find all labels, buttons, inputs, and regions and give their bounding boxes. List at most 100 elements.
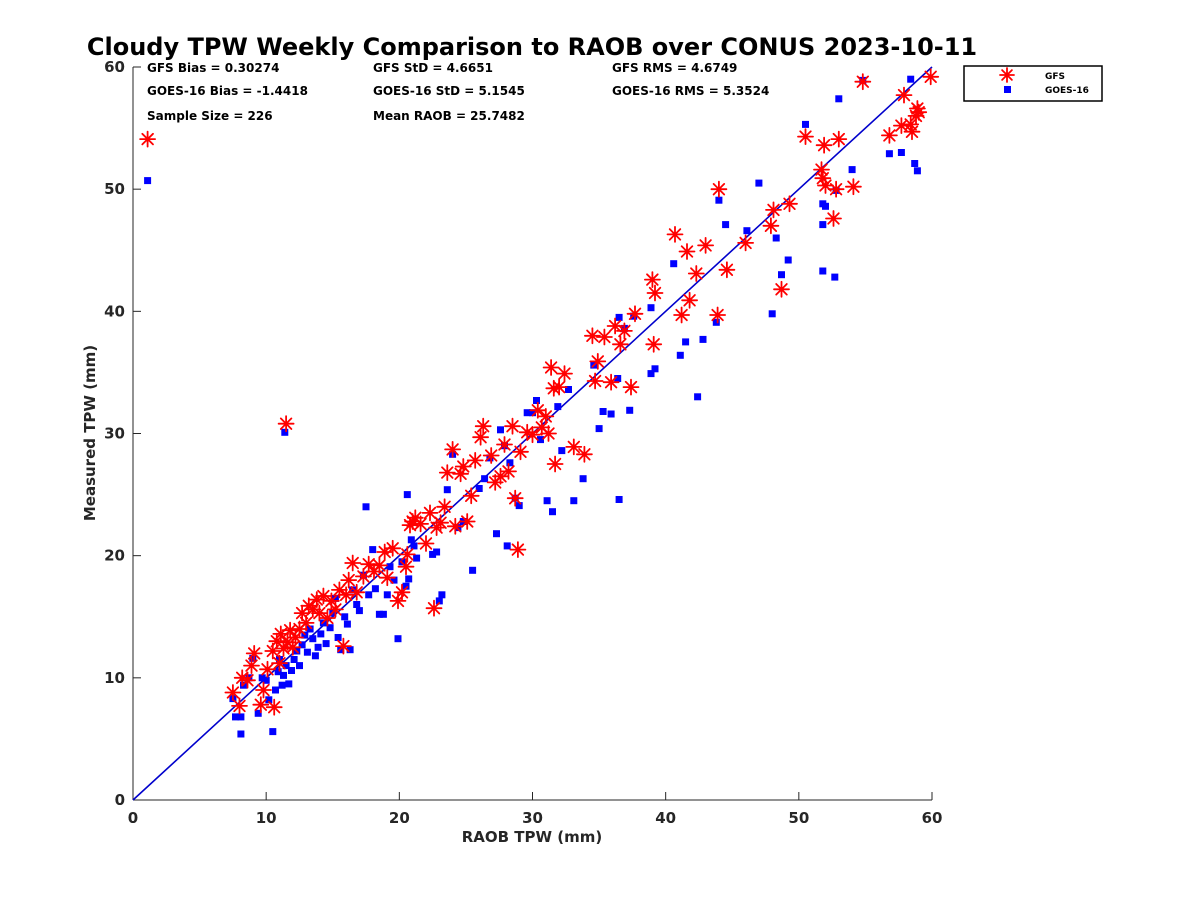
goes-point — [334, 634, 342, 641]
goes-point — [475, 485, 483, 492]
goes-point — [768, 310, 776, 318]
goes-point — [314, 643, 322, 651]
goes-point — [497, 426, 504, 434]
gfs-point — [903, 123, 921, 141]
gfs-point — [376, 543, 394, 561]
goes-point — [599, 408, 607, 415]
gfs-point — [718, 261, 736, 279]
goes-point — [670, 260, 678, 268]
gfs-point — [556, 365, 573, 382]
goes-point — [281, 428, 289, 436]
gfs-point — [231, 697, 248, 715]
gfs-point — [814, 169, 832, 187]
goes-point — [699, 335, 707, 343]
stats-block: GFS Bias = 0.30274 GOES-16 Bias = -1.441… — [147, 61, 769, 123]
gfs-point — [425, 599, 443, 617]
goes-point — [469, 566, 477, 574]
goes-point — [615, 313, 623, 321]
gfs-point — [284, 638, 302, 656]
gfs-point — [466, 452, 484, 469]
goes-point — [254, 709, 262, 717]
gfs-point — [533, 419, 551, 436]
goes-point — [911, 160, 919, 167]
gfs-point — [304, 601, 322, 618]
gfs-point — [297, 614, 315, 632]
goes-point — [554, 403, 562, 411]
legend-gfs-asterisk — [999, 67, 1015, 83]
y-tick-label: 40 — [104, 302, 125, 320]
goes-point — [326, 624, 334, 632]
goes-point — [258, 674, 266, 682]
goes-point — [885, 150, 893, 158]
gfs-point — [697, 237, 714, 254]
goes-point — [296, 662, 303, 670]
chart-title: Cloudy TPW Weekly Comparison to RAOB ove… — [87, 33, 977, 61]
gfs-point — [512, 443, 529, 461]
goes-point — [615, 496, 623, 503]
gfs-point — [902, 116, 920, 133]
gfs-point — [518, 423, 536, 441]
gfs-point — [817, 177, 834, 194]
gfs-point — [645, 335, 663, 353]
goes-point — [897, 149, 905, 156]
y-tick-label: 30 — [104, 425, 125, 443]
goes-point — [269, 728, 277, 736]
goes-point — [819, 267, 827, 275]
goes-point — [435, 597, 443, 605]
gfs-point — [825, 210, 842, 227]
gfs-point — [895, 86, 913, 104]
stat-gfs-std: GFS StD = 4.6651 — [373, 61, 493, 75]
goes-point — [676, 351, 684, 359]
goes-point — [306, 625, 314, 633]
gfs-point — [291, 620, 308, 638]
goes-point — [626, 406, 634, 414]
goes-point — [309, 635, 317, 643]
stat-sample-size: Sample Size = 226 — [147, 109, 273, 123]
goes-point — [341, 613, 349, 621]
goes-point — [237, 713, 245, 721]
gfs-point — [233, 669, 251, 687]
goes-point — [506, 459, 514, 467]
gfs-point — [398, 546, 416, 563]
goes-point — [848, 166, 856, 174]
legend-label-goes: GOES-16 — [1045, 86, 1089, 96]
gfs-point — [813, 161, 830, 178]
gfs-point — [565, 438, 583, 456]
goes-point — [579, 475, 587, 483]
gfs-point — [243, 657, 260, 674]
goes-point — [682, 338, 690, 346]
y-tick-label: 10 — [104, 669, 125, 687]
goes-point — [353, 601, 361, 608]
goes-point — [355, 607, 363, 615]
gfs-point — [797, 128, 814, 145]
gfs-point — [854, 73, 872, 91]
goes-point — [298, 641, 306, 649]
goes-point — [433, 548, 441, 556]
gfs-point — [271, 654, 288, 672]
legend-marker-goes — [1004, 86, 1011, 93]
goes-point — [383, 591, 391, 599]
goes-point — [290, 656, 298, 663]
gfs-point — [644, 271, 661, 288]
goes-point — [493, 530, 500, 538]
gfs-point — [537, 408, 555, 425]
goes-point — [402, 582, 410, 590]
axes: 0 10 20 30 40 50 60 0 10 20 30 40 50 60 — [104, 58, 942, 827]
legend-box — [963, 65, 1103, 102]
goes-point — [272, 686, 279, 694]
gfs-point — [444, 441, 461, 458]
gfs-point — [275, 640, 292, 657]
gfs-point — [737, 234, 754, 252]
gfs-point — [348, 583, 366, 601]
goes-point — [288, 667, 295, 674]
gfs-point — [264, 642, 282, 660]
gfs-point — [421, 504, 439, 522]
goes-point — [274, 668, 282, 676]
goes-point — [410, 542, 418, 550]
stat-gfs-bias: GFS Bias = 0.30274 — [147, 61, 279, 75]
gfs-point — [612, 335, 629, 353]
gfs-point — [602, 373, 620, 391]
goes-point — [454, 524, 462, 532]
gfs-point — [344, 554, 362, 572]
gfs-point — [252, 696, 270, 714]
